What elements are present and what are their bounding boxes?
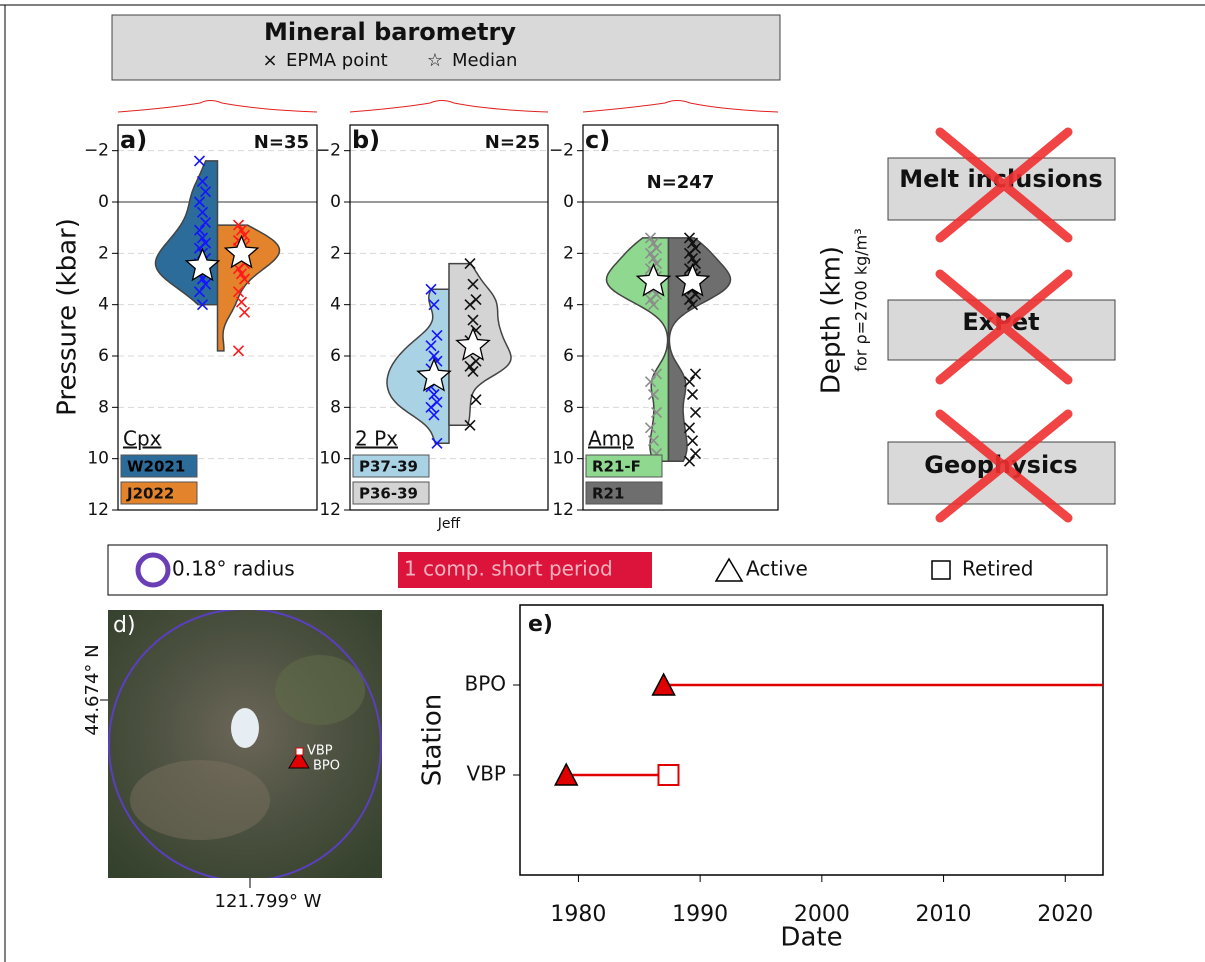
y-tick-label: 2 <box>563 243 574 263</box>
map <box>108 609 382 881</box>
y-tick-label: 10 <box>552 449 574 469</box>
legend-symbol: × <box>262 50 277 71</box>
epma-point <box>691 449 701 459</box>
legend-symbol: ☆ <box>427 50 443 71</box>
map-station <box>296 748 303 755</box>
x-tick-label: 2010 <box>916 902 972 927</box>
y-tick-label: 10 <box>319 449 341 469</box>
y-tick-label: −2 <box>84 141 109 161</box>
group-label: 2 Px <box>355 427 398 451</box>
deco-curve <box>350 101 548 113</box>
y-tick-label: 4 <box>98 295 109 315</box>
legend-label: P37-39 <box>359 458 418 476</box>
y-tick-label: 8 <box>98 397 109 417</box>
y-tick-label: 12 <box>552 500 574 520</box>
x-tick-label: 1990 <box>672 902 728 927</box>
y-tick-label: 12 <box>319 500 341 520</box>
y-tick-label: 0 <box>563 192 574 212</box>
deco-curve <box>118 101 317 113</box>
y-tick-label: BPO <box>464 672 506 696</box>
epma-point <box>688 390 698 400</box>
y-tick-label: 4 <box>330 295 341 315</box>
epma-point <box>688 436 698 446</box>
y-tick-label: 6 <box>563 346 574 366</box>
x-tick-label: 1980 <box>550 902 606 927</box>
y-tick-label: 12 <box>87 500 109 520</box>
depth-note: for ρ=2700 kg/m³ <box>852 228 871 371</box>
group-label: Amp <box>588 427 634 451</box>
legend-label: J2022 <box>126 485 174 503</box>
y-tick-label: −2 <box>549 141 574 161</box>
y-tick-label: 4 <box>563 295 574 315</box>
map-station-label: BPO <box>313 759 340 774</box>
timeline-panel: 19801990200020102020VBPBPOe)StationDate <box>418 605 1104 953</box>
y-tick-label: −2 <box>316 141 341 161</box>
y-axis-label: Pressure (kbar) <box>53 218 83 416</box>
epma-point <box>195 156 205 166</box>
map-terrain <box>275 655 365 725</box>
y-tick-label: 0 <box>98 192 109 212</box>
y-tick-label: 10 <box>87 449 109 469</box>
violin-half <box>387 289 449 443</box>
map-snow <box>231 708 259 748</box>
legend-label: EPMA point <box>286 50 388 71</box>
retired-marker <box>658 765 678 785</box>
y-tick-label: 6 <box>98 346 109 366</box>
y-tick-label: 8 <box>563 397 574 417</box>
y-tick-label: 2 <box>330 243 341 263</box>
figure: Mineral barometry × EPMA point ☆ Median … <box>0 0 1205 962</box>
map-station-label: VBP <box>307 744 333 759</box>
lat-label: 44.674° N <box>82 644 103 735</box>
panel-label: e) <box>528 612 553 637</box>
deco-curve <box>583 101 778 113</box>
group-label: Cpx <box>123 427 162 451</box>
panel: −2 0 2 4 6 8 10 12 b) N=25 Jeff 2 Px P37-39 P36-39 <box>316 125 548 532</box>
panel: −2 0 2 4 6 8 10 12 c) N=247 Amp R21-F R21 <box>549 125 778 520</box>
panel: −2 0 2 4 6 8 10 12 a) N=35 Cpx W2021 J2022 <box>84 125 317 520</box>
violin-half <box>156 161 218 305</box>
epma-point <box>685 456 695 466</box>
panel-frame <box>520 605 1103 875</box>
y-tick-label: 6 <box>330 346 341 366</box>
panel-label: d) <box>113 613 136 638</box>
x-axis-label: Date <box>780 923 842 953</box>
y-tick-label: 2 <box>98 243 109 263</box>
header-title: Mineral barometry <box>264 18 516 46</box>
legend-label: P36-39 <box>359 485 418 503</box>
panel-label: b) <box>352 126 380 154</box>
epma-point <box>685 423 695 433</box>
legend-label: 0.18° radius <box>172 557 295 581</box>
y-tick-label: 0 <box>330 192 341 212</box>
y-tick-label: VBP <box>467 762 506 786</box>
panel-label: c) <box>585 126 610 154</box>
map-terrain <box>130 760 270 840</box>
y-tick-label: 8 <box>330 397 341 417</box>
legend-label: Median <box>452 50 517 71</box>
panel-label: a) <box>120 126 147 154</box>
legend-label: Active <box>746 557 808 581</box>
n-label: N=35 <box>254 132 309 153</box>
x-axis-label: Jeff <box>437 516 461 532</box>
x-tick-label: 2020 <box>1037 902 1093 927</box>
legend-label: 1 comp. short period <box>404 557 613 581</box>
n-label: N=247 <box>647 172 715 193</box>
y-axis-label: Station <box>418 694 448 786</box>
epma-point <box>234 346 244 356</box>
legend-label: Retired <box>962 557 1033 581</box>
legend-label: R21 <box>592 485 624 503</box>
lon-label: 121.799° W <box>215 891 322 912</box>
epma-point <box>471 395 481 405</box>
legend-label: R21-F <box>592 458 641 476</box>
violin-half <box>218 225 280 351</box>
epma-point <box>237 297 247 307</box>
legend-label: W2021 <box>127 458 185 476</box>
n-label: N=25 <box>485 132 540 153</box>
depth-label: Depth (km) <box>817 246 847 394</box>
depth-boxes: Melt inclusions ExPet Geophysics <box>888 132 1115 518</box>
epma-point <box>691 369 701 379</box>
epma-point <box>691 407 701 417</box>
epma-point <box>240 307 250 317</box>
